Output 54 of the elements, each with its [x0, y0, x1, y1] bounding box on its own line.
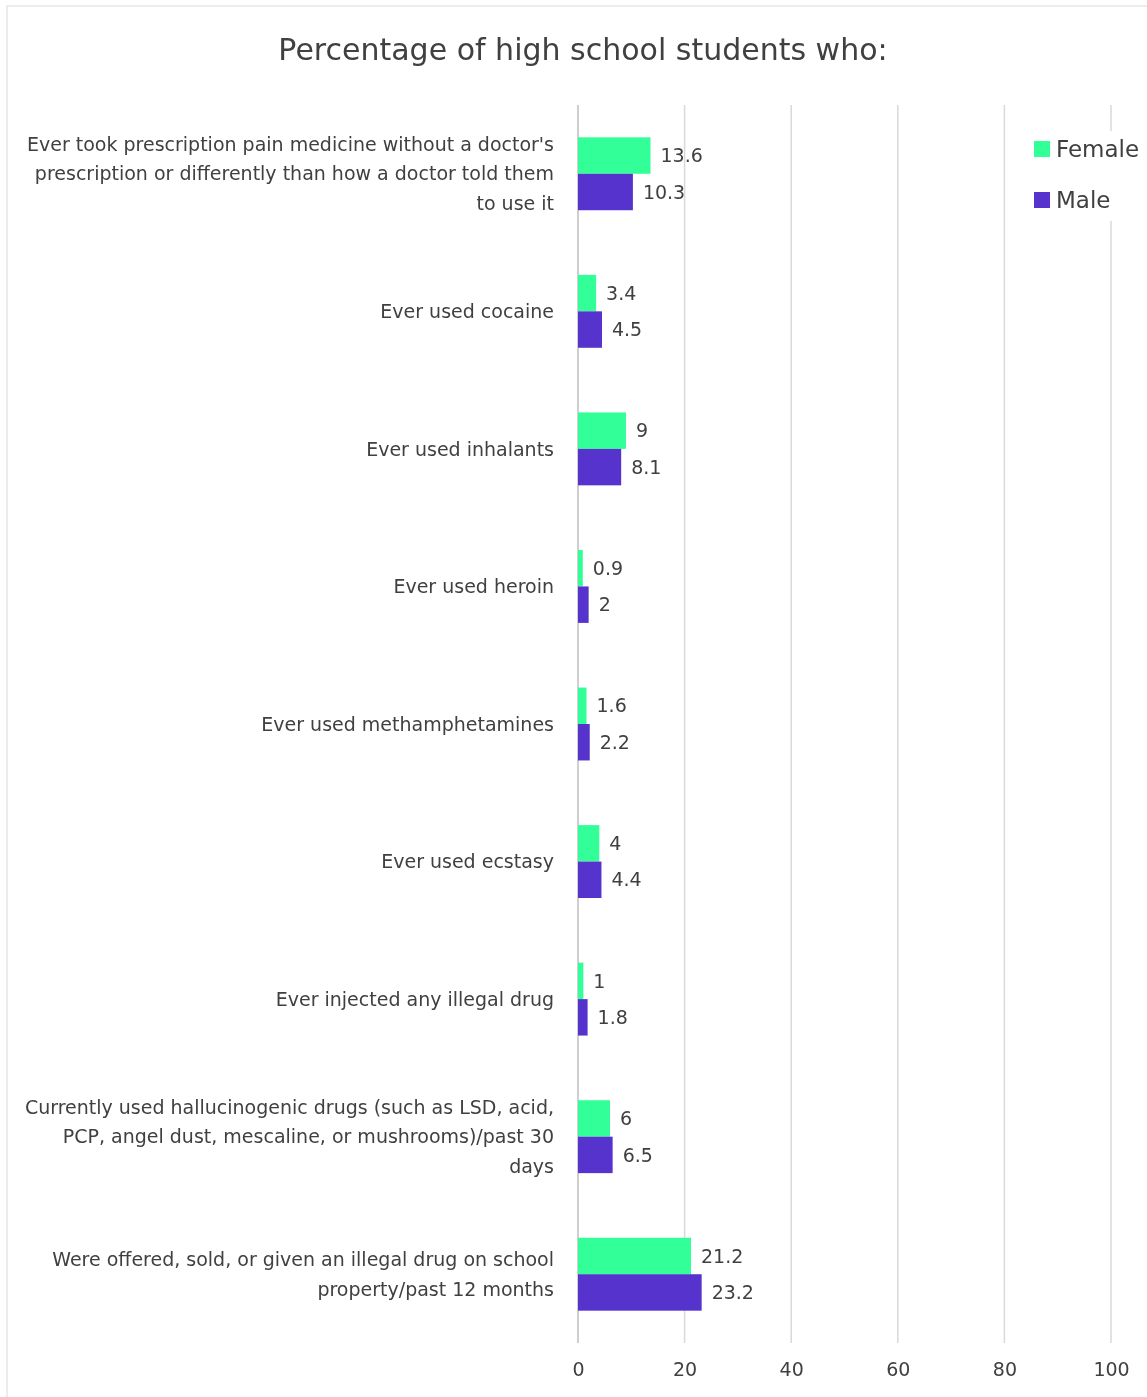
legend-label: Female: [1056, 136, 1140, 163]
bar: [578, 1237, 691, 1275]
data-label: 0.9: [592, 556, 624, 579]
y-tick-label: Ever took prescription pain medicine without a doctor's prescription or differently than how a doctor told them to use it: [27, 132, 554, 214]
bar: [578, 549, 583, 587]
data-label: 1.6: [596, 694, 627, 717]
bar: [578, 173, 633, 211]
y-tick-label: Were offered, sold, or given an illegal drug on school property/past 12 months: [52, 1248, 554, 1300]
bar: [578, 586, 589, 623]
x-tick-label: 0: [572, 1358, 585, 1381]
legend-label: Male: [1056, 187, 1111, 214]
data-label: 6.5: [622, 1143, 653, 1166]
data-label: 2: [598, 593, 611, 616]
bar: [578, 1100, 610, 1137]
data-label: 8.1: [631, 455, 662, 478]
bar: [578, 687, 587, 724]
bar: [578, 999, 588, 1036]
x-tick-label: 60: [886, 1358, 911, 1381]
chart-title: Percentage of high school students who:: [278, 32, 888, 67]
data-label: 9: [635, 419, 649, 442]
bar: [578, 448, 622, 486]
y-tick-label: Ever used heroin: [393, 575, 554, 598]
y-tick-label: Ever used inhalants: [366, 437, 554, 460]
data-label: 1: [593, 969, 606, 992]
data-label: 23.2: [711, 1281, 754, 1304]
bar: [578, 962, 584, 1000]
bar: [578, 311, 602, 348]
y-tick-label: Ever injected any illegal drug: [275, 987, 554, 1010]
data-label: 4.4: [611, 868, 642, 891]
data-label: 4: [609, 831, 622, 854]
data-label: 3.4: [606, 281, 637, 304]
x-tick-label: 40: [779, 1358, 804, 1381]
x-tick-label: 20: [673, 1358, 698, 1381]
bar: [578, 1136, 613, 1174]
bar: [578, 137, 651, 174]
data-label: 1.8: [597, 1005, 628, 1028]
y-tick-label: Ever used ecstasy: [381, 850, 554, 873]
y-tick-label: Ever used cocaine: [380, 299, 554, 322]
bar: [578, 861, 602, 899]
bar: [578, 724, 590, 761]
bar: [578, 1274, 702, 1311]
bar: [578, 412, 626, 449]
bar: [578, 274, 597, 312]
y-tick-label: Ever used methamphetamines: [261, 712, 554, 735]
data-label: 10.3: [642, 180, 686, 203]
data-label: 2.2: [599, 730, 630, 753]
x-tick-label: 80: [992, 1358, 1017, 1381]
data-label: 13.6: [660, 144, 703, 167]
y-tick-label: Currently used hallucinogenic drugs (such as LSD, acid, PCP, angel dust, mescaline, or mushrooms)/past 30 days: [24, 1095, 554, 1177]
bar: [578, 825, 600, 862]
x-tick-label: 100: [1093, 1358, 1130, 1381]
data-label: 4.5: [611, 318, 643, 341]
data-label: 6: [619, 1107, 633, 1130]
data-label: 21.2: [701, 1244, 744, 1267]
